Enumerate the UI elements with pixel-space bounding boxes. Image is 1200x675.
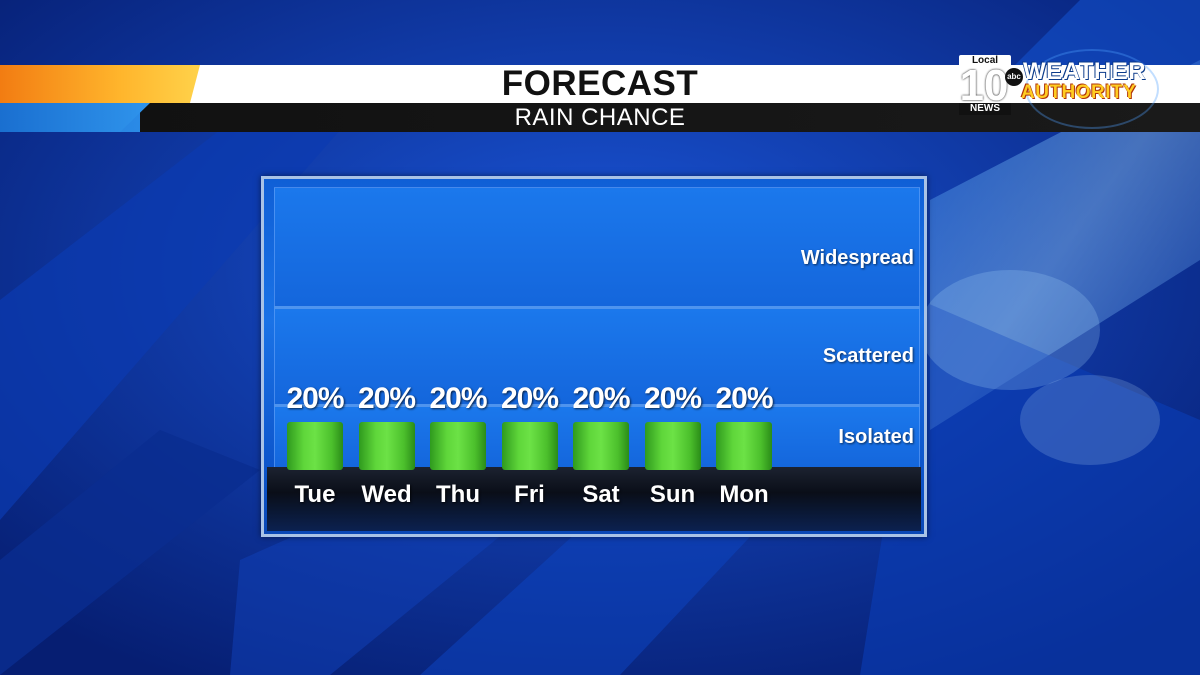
day-label-sat: Sat [582,481,620,508]
logo-ring [1025,49,1159,129]
bar-value-label: 20% [643,382,702,415]
subheader-accent [0,103,150,132]
header-accent [0,65,200,103]
bar-tue [287,422,343,470]
bar-value-label: 20% [500,382,559,415]
station-logo: Local 10 abc NEWS WEATHER AUTHORITY [955,49,1175,129]
bar-value-label: 20% [286,382,344,415]
band-label-scattered: Scattered [822,345,914,367]
band-divider [274,306,920,309]
band-widespread [274,187,920,308]
bar-mon [716,422,772,470]
day-label-mon: Mon [719,481,769,508]
bar-value-label: 20% [429,382,487,415]
chart-baseline [267,467,921,531]
bar-wed [358,422,415,470]
band-label-isolated: Isolated [838,426,914,448]
rain-chance-chart: Widespread Scattered Isolated 20% Tue 20% W… [261,176,927,537]
day-label-tue: Tue [294,481,336,508]
bar-value-label: 20% [715,382,773,415]
page-subtitle: RAIN CHANCE [514,104,686,131]
logo-authority-text: AUTHORITY [1021,82,1137,103]
logo-news-text: NEWS [959,103,1011,115]
logo-weather-text: WEATHER [1023,58,1147,85]
network-icon: abc [1005,68,1023,86]
band-scattered [274,308,920,406]
day-label-thu: Thu [436,481,480,508]
band-label-widespread: Widespread [800,247,914,269]
bar-value-label: 20% [572,382,630,415]
bar-fri [501,422,558,470]
bar-thu [430,422,486,470]
bar-sun [644,422,701,470]
day-label-wed: Wed [361,481,412,508]
day-label-fri: Fri [514,481,545,508]
logo-channel-number: 10 [959,61,1009,110]
logo-local-text: Local [959,55,1011,67]
bar-sat [573,422,629,470]
band-divider [274,404,920,407]
day-label-sun: Sun [649,481,696,508]
page-title: FORECAST [501,64,699,103]
header-banner [0,65,1200,103]
bar-value-label: 20% [357,382,416,415]
